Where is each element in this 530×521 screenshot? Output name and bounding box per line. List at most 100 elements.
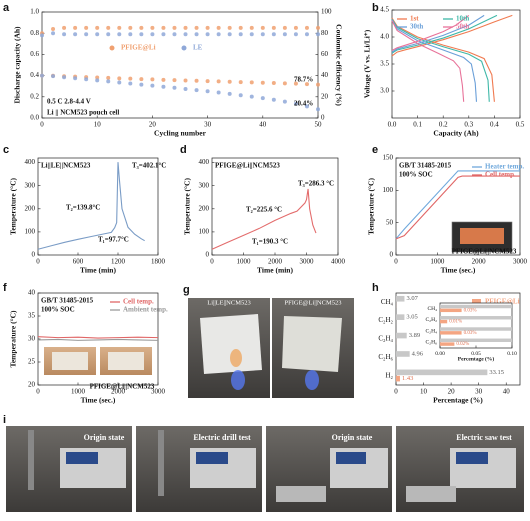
data-point xyxy=(194,78,199,83)
data-line xyxy=(391,14,498,102)
chart-title: PFIGE@Li||NCM523 xyxy=(215,162,280,170)
y-tick-label: 0 xyxy=(390,251,394,259)
data-point xyxy=(249,25,254,30)
photo-label: Li||LE||NCM523 xyxy=(207,299,250,306)
x-tick-label: 1200 xyxy=(111,258,126,266)
y-tick-label: C₂H₂ xyxy=(426,317,438,323)
data-point xyxy=(293,101,298,106)
data-point xyxy=(260,32,265,37)
legend-label: LE xyxy=(193,44,203,52)
data-point xyxy=(95,78,100,83)
y-tick-label: 0.6 xyxy=(30,50,39,58)
bar xyxy=(396,332,407,339)
y-tick-label: 0.2 xyxy=(30,92,39,100)
data-point xyxy=(128,25,133,30)
y-tick-label: 200 xyxy=(199,204,210,212)
y-tick-label: 25 xyxy=(28,358,36,366)
data-point xyxy=(139,77,144,82)
x-tick-label: 0.3 xyxy=(464,121,473,129)
value-label: 33.15 xyxy=(489,369,504,376)
data-point xyxy=(84,77,89,82)
panel-label: c xyxy=(3,144,9,156)
data-point xyxy=(227,25,232,30)
data-point xyxy=(150,32,155,37)
data-point xyxy=(106,79,111,84)
value-label: 4.96 xyxy=(412,350,424,357)
annotation: 78.7% xyxy=(294,76,313,84)
y-tick-label: 200 xyxy=(25,204,36,212)
x-tick-label: 0 xyxy=(36,258,40,266)
x-tick-label: 600 xyxy=(73,258,84,266)
data-point xyxy=(260,25,265,30)
data-point xyxy=(205,25,210,30)
chart-title: GB/T 31485-2015 xyxy=(41,297,94,305)
data-point xyxy=(293,81,298,86)
legend-label: 30th xyxy=(410,23,423,31)
data-point xyxy=(316,82,320,87)
bar xyxy=(440,316,512,320)
data-point xyxy=(282,99,287,104)
bar xyxy=(440,327,512,331)
bar xyxy=(440,331,462,335)
data-point xyxy=(139,82,144,87)
y-tick-label: 35 xyxy=(28,312,36,320)
data-point xyxy=(172,25,177,30)
data-point xyxy=(73,32,78,37)
bar xyxy=(396,375,400,382)
x-tick-label: 10 xyxy=(420,388,428,396)
y-tick-label: 150 xyxy=(383,154,394,162)
photo-g: Li||LE||NCM523 PFIGE@Li||NCM523 xyxy=(188,298,354,398)
x-tick-label: 0 xyxy=(40,121,44,129)
y-tick-label: C₂H₄ xyxy=(426,328,438,334)
data-point xyxy=(172,32,177,37)
data-point xyxy=(95,75,100,80)
legend-label: 10th xyxy=(456,15,469,23)
annotation: T₁=97.7°C xyxy=(98,236,129,244)
value-label: 3.05 xyxy=(406,314,417,321)
x-axis-label: Cycling number xyxy=(154,129,207,138)
x-axis-label: Percentage (%) xyxy=(433,396,483,405)
x-tick-label: 0.05 xyxy=(471,351,481,357)
bar xyxy=(396,369,488,376)
data-point xyxy=(227,79,232,84)
photo-label: Electric drill test xyxy=(193,433,251,442)
x-tick-label: 0.4 xyxy=(490,121,499,129)
y-tick-label: 100 xyxy=(383,186,394,194)
data-point xyxy=(73,25,78,30)
y2-tick-label: 60 xyxy=(321,50,329,58)
x-tick-label: 0.10 xyxy=(507,351,517,357)
data-point xyxy=(249,80,254,85)
annotation: T₃=402.1°C xyxy=(132,162,166,170)
data-point xyxy=(40,33,44,38)
y-tick-label: 0.4 xyxy=(30,71,39,79)
value-label: 3.89 xyxy=(409,332,420,339)
data-point xyxy=(304,104,309,109)
x-tick-label: 3000 xyxy=(513,258,528,266)
x-tick-label: 0.2 xyxy=(439,121,448,129)
x-axis-label: Time (min) xyxy=(80,266,116,275)
data-point xyxy=(194,88,199,93)
x-tick-label: 40 xyxy=(503,388,511,396)
data-point xyxy=(62,75,67,80)
value-label: 1.43 xyxy=(402,375,413,382)
y-tick-label: 400 xyxy=(25,158,36,166)
y-axis-label: Discharge capacity (Ah) xyxy=(13,26,22,104)
data-point xyxy=(183,78,188,83)
chart-subtitle: 100% SOC xyxy=(399,171,433,179)
x-tick-label: 0.1 xyxy=(413,121,422,129)
data-point xyxy=(183,25,188,30)
data-point xyxy=(106,32,111,37)
y2-axis-label: Coulombic efficiency (%) xyxy=(334,24,343,106)
panel-label: f xyxy=(3,282,7,294)
x-tick-label: 20 xyxy=(448,388,456,396)
annotation: PFIGE@Li||NCM523 xyxy=(452,248,517,256)
x-axis-label: Percentage (%) xyxy=(458,355,495,362)
x-axis-label: Time (sec.) xyxy=(81,396,116,405)
value-label: 0.03% xyxy=(464,308,477,313)
inset-bars xyxy=(440,304,512,346)
data-point xyxy=(271,32,276,37)
data-point xyxy=(183,32,188,37)
legend-label: 50th xyxy=(456,23,469,31)
data-point xyxy=(194,25,199,30)
x-axis-label: Time (min) xyxy=(257,266,293,275)
